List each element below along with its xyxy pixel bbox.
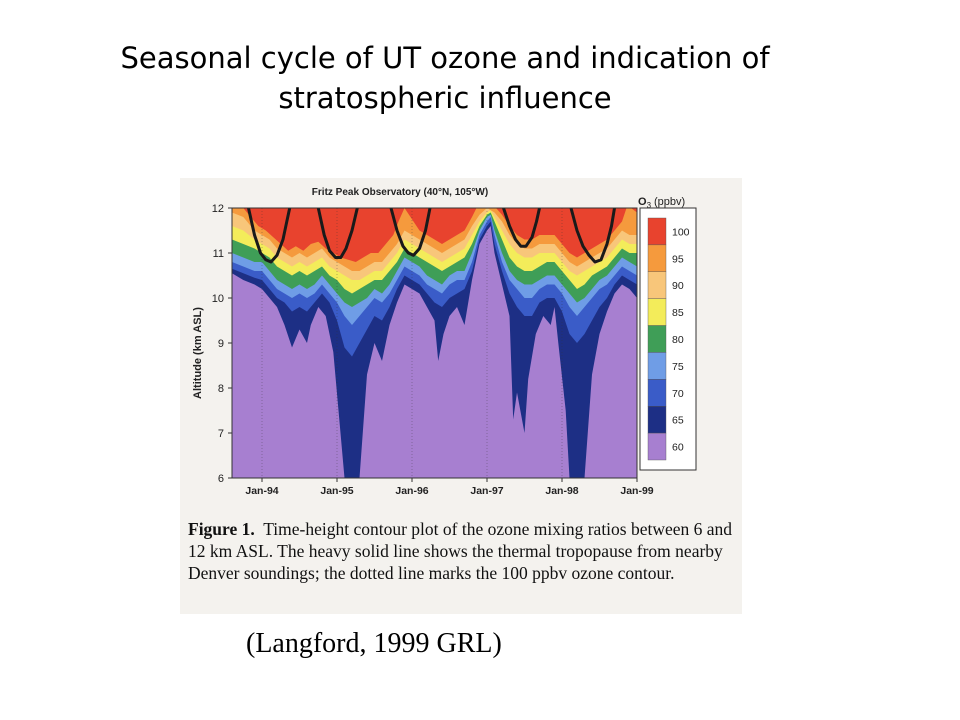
figure-caption: Figure 1. Time-height contour plot of th… (188, 518, 733, 584)
y-axis: 6 7 8 9 10 11 12 (212, 203, 232, 485)
colorbar-title-units: (ppbv) (654, 196, 685, 208)
x-tick-label: Jan-94 (245, 485, 278, 497)
colorbar-label: 60 (672, 442, 684, 454)
slide-title-line-2: stratospheric influence (278, 81, 612, 115)
colorbar-label: 65 (672, 415, 684, 427)
tropopause-line (389, 207, 432, 257)
slide-title: Seasonal cycle of UT ozone and indicatio… (60, 38, 830, 118)
colorbar-label: 95 (672, 253, 684, 265)
tropopause-line (502, 207, 541, 248)
colorbar-label: 90 (672, 280, 684, 292)
colorbar: 100 95 90 85 80 75 70 65 60 (639, 207, 697, 471)
caption-text: Time-height contour plot of the ozone mi… (188, 519, 733, 583)
colorbar-title: O3 (ppbv) (638, 196, 685, 210)
x-tick-label: Jan-99 (620, 485, 653, 497)
y-tick-label: 11 (213, 248, 224, 260)
colorbar-label: 85 (672, 307, 684, 319)
figure-panel: Fritz Peak Observatory (40°N, 105°W) Jan… (180, 178, 742, 614)
caption-label: Figure 1. (188, 519, 255, 539)
colorbar-swatch-100 (647, 217, 667, 246)
x-tick-label: Jan-97 (470, 485, 503, 497)
y-tick-label: 10 (212, 293, 224, 305)
colorbar-label: 70 (672, 388, 684, 400)
tropopause-line (316, 207, 359, 259)
colorbar-swatch-70 (647, 379, 667, 407)
colorbar-swatch-65 (647, 406, 667, 434)
colorbar-title-main: O (638, 196, 647, 208)
x-tick-label: Jan-98 (545, 485, 578, 497)
y-tick-label: 8 (218, 383, 224, 395)
y-axis-label: Altitude (km ASL) (192, 307, 204, 399)
chart-title: Fritz Peak Observatory (40°N, 105°W) (312, 187, 488, 198)
colorbar-swatch-85 (647, 298, 667, 326)
colorbar-swatch-90 (647, 271, 667, 299)
colorbar-label: 80 (672, 334, 684, 346)
colorbar-swatch-80 (647, 325, 667, 353)
y-tick-label: 7 (218, 428, 224, 440)
colorbar-label: 100 (672, 226, 690, 238)
y-tick-label: 9 (218, 338, 224, 350)
colorbar-swatch-75 (647, 352, 667, 380)
slide-title-line-1: Seasonal cycle of UT ozone and indicatio… (120, 41, 770, 75)
x-tick-label: Jan-95 (320, 485, 353, 497)
x-axis: Jan-94 Jan-95 Jan-96 Jan-97 Jan-98 Jan-99 (245, 478, 654, 497)
tropopause-line (569, 207, 616, 264)
tropopause-line (247, 207, 292, 264)
colorbar-swatch-60 (647, 432, 667, 461)
ozone-contour-chart: Fritz Peak Observatory (40°N, 105°W) Jan… (192, 187, 697, 497)
x-tick-label: Jan-96 (395, 485, 428, 497)
colorbar-swatch-95 (647, 244, 667, 272)
y-tick-label: 6 (218, 473, 224, 485)
y-tick-label: 12 (212, 203, 224, 215)
colorbar-label: 75 (672, 361, 684, 373)
tropopause-layer (247, 207, 616, 264)
citation: (Langford, 1999 GRL) (246, 628, 502, 659)
colorbar-title-sub: 3 (647, 201, 652, 210)
